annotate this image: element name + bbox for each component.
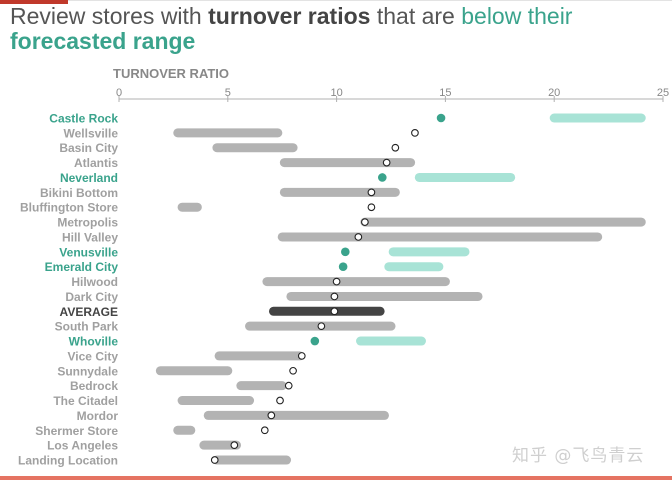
- value-dot: [260, 426, 269, 435]
- value-dot: [361, 218, 369, 226]
- value-dot: [354, 233, 363, 241]
- x-tick-label: 10: [330, 87, 342, 99]
- value-dot: [230, 441, 239, 449]
- top-rule: [0, 0, 672, 1]
- category-label: Venusville: [59, 245, 118, 259]
- value-dot: [411, 129, 419, 137]
- category-label: Hilwood: [71, 275, 118, 289]
- value-dot: [330, 292, 339, 301]
- value-dot: [310, 336, 320, 346]
- category-label: Neverland: [60, 171, 118, 185]
- value-dot: [382, 158, 391, 167]
- category-label: Bedrock: [70, 379, 118, 393]
- value-dot: [338, 262, 348, 272]
- title-part-1: Review stores with: [10, 3, 209, 29]
- category-label: Hill Valley: [62, 230, 118, 244]
- accent-bar: [0, 0, 68, 4]
- category-label: Los Angeles: [47, 439, 118, 453]
- value-dot: [377, 173, 387, 182]
- category-label: The Citadel: [53, 394, 118, 408]
- category-label: Shermer Store: [35, 424, 118, 438]
- value-dot: [332, 277, 341, 286]
- title-part-2: turnover ratios: [208, 3, 371, 29]
- x-tick-label: 25: [657, 87, 669, 99]
- watermark: 知乎 @飞鸟青云: [512, 446, 645, 466]
- value-dot: [276, 396, 284, 405]
- value-dot: [289, 366, 297, 375]
- x-axis-title: TURNOVER RATIO: [113, 66, 229, 81]
- x-tick-label: 15: [439, 87, 451, 99]
- category-label: Metropolis: [57, 216, 118, 230]
- chart-title: Review stores with turnover ratios that …: [10, 4, 660, 54]
- category-label: AVERAGE: [60, 305, 118, 319]
- category-label: Whoville: [69, 335, 119, 349]
- category-label: South Park: [55, 320, 119, 334]
- value-dot: [391, 143, 400, 152]
- category-label: Sunnydale: [57, 364, 118, 378]
- title-part-3: that are: [370, 3, 462, 29]
- category-label: Basin City: [59, 141, 118, 155]
- category-label: Landing Location: [18, 454, 118, 468]
- category-label: Vice City: [68, 349, 119, 363]
- value-dot: [317, 322, 326, 331]
- x-tick-label: 5: [225, 87, 231, 99]
- value-dot: [341, 247, 350, 257]
- x-tick-label: 0: [116, 87, 122, 99]
- title-part-5: forecasted range: [10, 28, 196, 54]
- x-tick-label: 20: [548, 87, 560, 99]
- category-label: Atlantis: [74, 156, 118, 170]
- title-part-4: below their: [461, 3, 573, 29]
- value-dot: [367, 203, 376, 212]
- bottom-rule: [0, 476, 672, 480]
- category-label: Castle Rock: [49, 112, 118, 126]
- category-label: Bikini Bottom: [40, 186, 118, 200]
- value-dot: [367, 188, 376, 197]
- value-dot: [330, 307, 339, 316]
- category-label: Bluffington Store: [20, 201, 118, 215]
- category-label: Wellsville: [64, 126, 119, 140]
- category-label: Emerald City: [45, 260, 119, 274]
- value-dot: [284, 381, 293, 390]
- value-dot: [210, 456, 219, 464]
- value-dot: [436, 113, 446, 123]
- category-label: Dark City: [65, 290, 118, 304]
- value-dot: [297, 352, 306, 360]
- category-label: Mordor: [77, 409, 119, 423]
- value-dot: [267, 411, 276, 420]
